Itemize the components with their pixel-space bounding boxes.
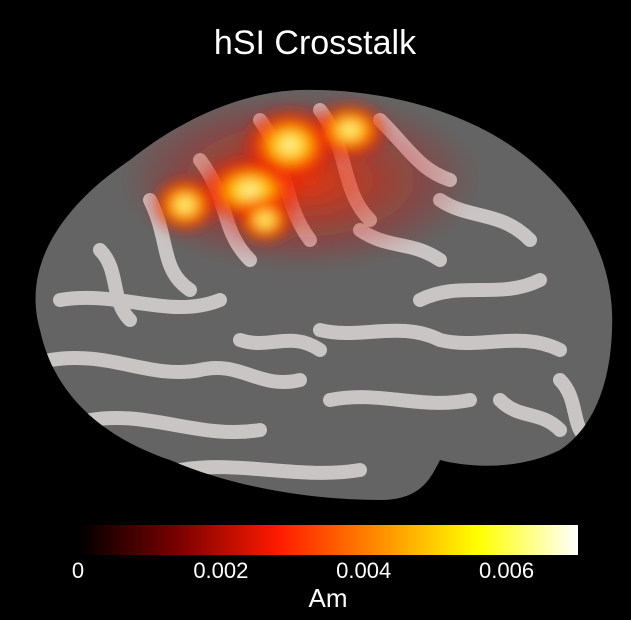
colorbar-label: Am: [309, 583, 348, 613]
colorbar-tick-label: 0.002: [193, 558, 248, 583]
title: hSI Crosstalk: [214, 24, 417, 62]
colorbar: [78, 525, 578, 555]
colorbar-tick-label: 0.004: [336, 558, 391, 583]
brain-surface: [35, 89, 613, 500]
colorbar-tick-label: 0: [72, 558, 84, 583]
colorbar-tick-label: 0.006: [479, 558, 534, 583]
